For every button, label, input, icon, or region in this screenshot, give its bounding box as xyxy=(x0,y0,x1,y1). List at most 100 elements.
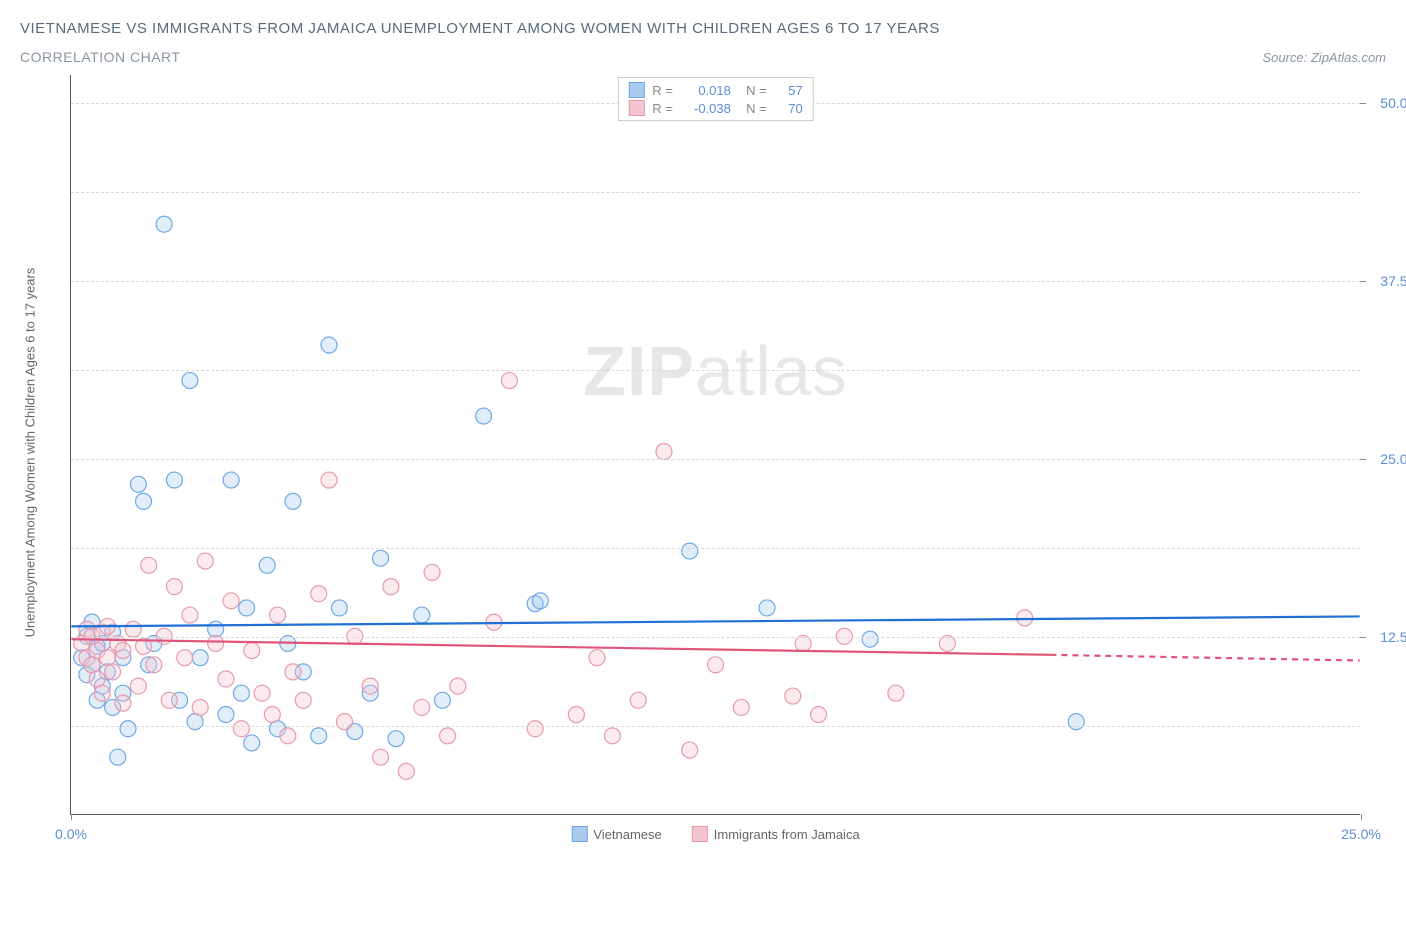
data-point xyxy=(136,493,152,509)
plot-wrapper: Unemployment Among Women with Children A… xyxy=(70,75,1386,815)
data-point xyxy=(161,692,177,708)
data-point xyxy=(568,707,584,723)
data-point xyxy=(759,600,775,616)
gridline xyxy=(71,192,1360,193)
legend-series-item: Vietnamese xyxy=(571,826,661,842)
data-point xyxy=(450,678,466,694)
gridline xyxy=(71,281,1360,282)
gridline xyxy=(71,459,1360,460)
data-point xyxy=(331,600,347,616)
chart-subtitle: CORRELATION CHART xyxy=(20,49,180,65)
data-point xyxy=(166,579,182,595)
data-point xyxy=(527,721,543,737)
x-tick-label: 25.0% xyxy=(1341,826,1381,842)
y-tick-label: 25.0% xyxy=(1380,451,1406,467)
x-tick-mark xyxy=(1361,814,1362,820)
legend-swatch xyxy=(628,100,644,116)
legend-r-label: R = xyxy=(652,101,673,116)
data-point xyxy=(166,472,182,488)
data-point xyxy=(811,707,827,723)
data-point xyxy=(336,714,352,730)
data-point xyxy=(270,607,286,623)
data-point xyxy=(311,586,327,602)
data-point xyxy=(532,593,548,609)
data-point xyxy=(501,373,517,389)
scatter-svg xyxy=(71,75,1360,814)
data-point xyxy=(434,692,450,708)
legend-series-item: Immigrants from Jamaica xyxy=(692,826,860,842)
legend-correlation-row: R =-0.038 N =70 xyxy=(628,99,802,117)
legend-n-value: 57 xyxy=(775,83,803,98)
data-point xyxy=(89,671,105,687)
data-point xyxy=(373,550,389,566)
legend-swatch xyxy=(692,826,708,842)
data-point xyxy=(120,721,136,737)
data-point xyxy=(321,472,337,488)
data-point xyxy=(682,742,698,758)
data-point xyxy=(156,216,172,232)
data-point xyxy=(656,444,672,460)
data-point xyxy=(182,373,198,389)
data-point xyxy=(239,600,255,616)
legend-r-value: 0.018 xyxy=(681,83,731,98)
data-point xyxy=(589,650,605,666)
data-point xyxy=(244,735,260,751)
data-point xyxy=(146,657,162,673)
data-point xyxy=(182,607,198,623)
data-point xyxy=(280,728,296,744)
data-point xyxy=(130,476,146,492)
data-point xyxy=(115,643,131,659)
data-point xyxy=(254,685,270,701)
data-point xyxy=(708,657,724,673)
legend-swatch xyxy=(628,82,644,98)
data-point xyxy=(197,553,213,569)
data-point xyxy=(862,631,878,647)
data-point xyxy=(99,650,115,666)
gridline xyxy=(71,548,1360,549)
gridline xyxy=(71,370,1360,371)
data-point xyxy=(888,685,904,701)
data-point xyxy=(630,692,646,708)
y-tick-label: 37.5% xyxy=(1380,273,1406,289)
data-point xyxy=(1068,714,1084,730)
data-point xyxy=(388,731,404,747)
data-point xyxy=(223,472,239,488)
legend-swatch xyxy=(571,826,587,842)
data-point xyxy=(177,650,193,666)
data-point xyxy=(373,749,389,765)
legend-correlation: R =0.018 N =57R =-0.038 N =70 xyxy=(617,77,813,121)
y-tick-label: 50.0% xyxy=(1380,95,1406,111)
data-point xyxy=(424,564,440,580)
data-point xyxy=(218,707,234,723)
data-point xyxy=(285,493,301,509)
y-tick-mark xyxy=(1360,281,1366,282)
data-point xyxy=(259,557,275,573)
data-point xyxy=(141,557,157,573)
data-point xyxy=(264,707,280,723)
data-point xyxy=(476,408,492,424)
legend-n-label: N = xyxy=(739,101,767,116)
data-point xyxy=(105,664,121,680)
subtitle-row: CORRELATION CHART Source: ZipAtlas.com xyxy=(20,49,1386,65)
legend-r-value: -0.038 xyxy=(681,101,731,116)
plot-area: ZIPatlas R =0.018 N =57R =-0.038 N =70 V… xyxy=(70,75,1360,815)
data-point xyxy=(125,621,141,637)
y-tick-label: 12.5% xyxy=(1380,629,1406,645)
data-point xyxy=(604,728,620,744)
data-point xyxy=(115,695,131,711)
data-point xyxy=(311,728,327,744)
data-point xyxy=(321,337,337,353)
y-tick-mark xyxy=(1360,103,1366,104)
x-tick-label: 0.0% xyxy=(55,826,87,842)
x-tick-mark xyxy=(71,814,72,820)
data-point xyxy=(1017,610,1033,626)
legend-series: Vietnamese Immigrants from Jamaica xyxy=(571,826,859,842)
data-point xyxy=(130,678,146,694)
data-point xyxy=(383,579,399,595)
chart-source: Source: ZipAtlas.com xyxy=(1262,50,1386,65)
y-tick-mark xyxy=(1360,459,1366,460)
data-point xyxy=(84,657,100,673)
y-tick-mark xyxy=(1360,637,1366,638)
legend-correlation-row: R =0.018 N =57 xyxy=(628,81,802,99)
data-point xyxy=(682,543,698,559)
